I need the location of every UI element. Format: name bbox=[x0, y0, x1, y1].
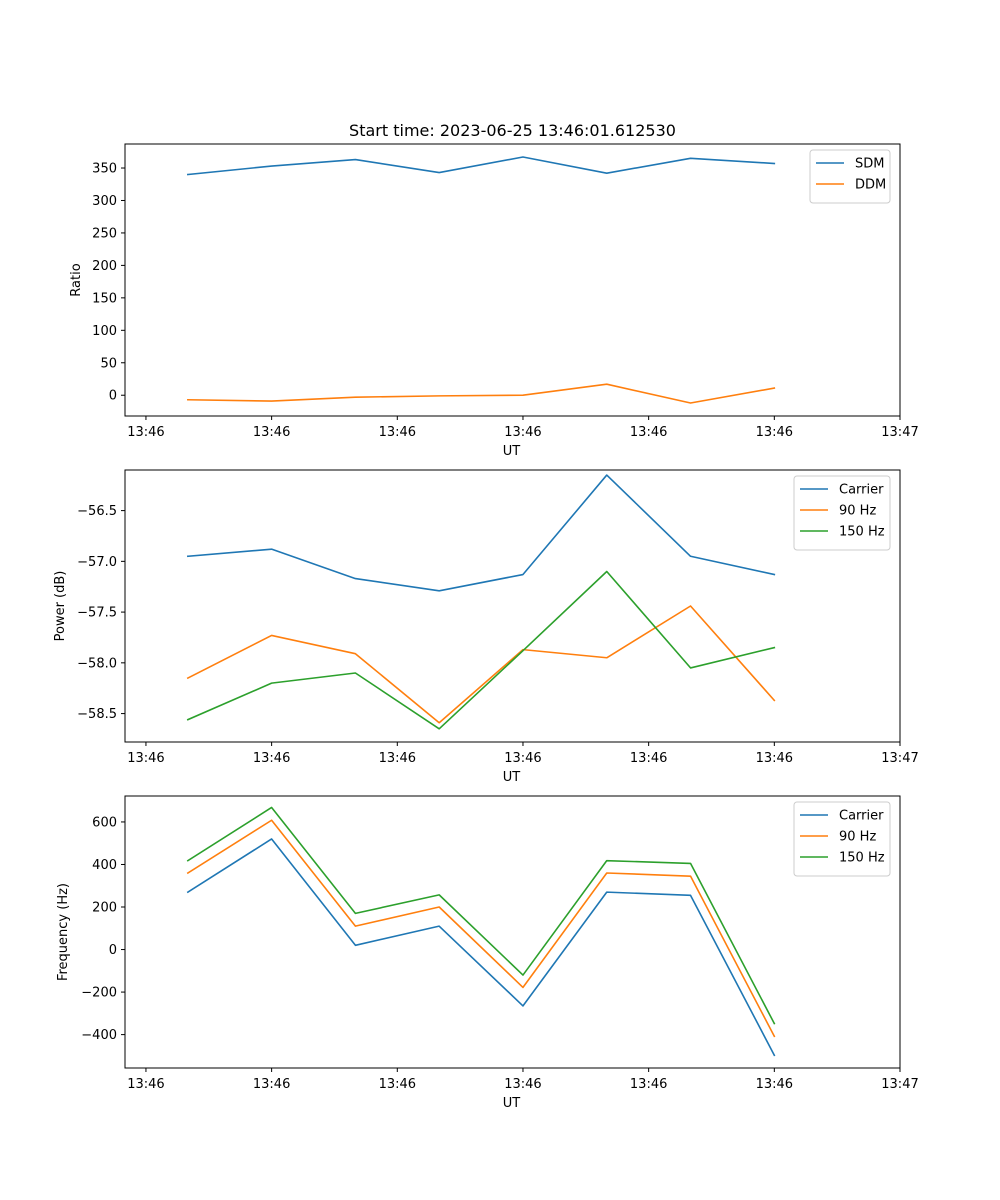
x-tick-label: 13:46 bbox=[756, 751, 793, 766]
x-tick-label: 13:46 bbox=[127, 1077, 164, 1092]
y-tick-label: 100 bbox=[92, 324, 117, 339]
subplot-3: 13:46 13:46 13:46 13:46 13:46 13:46 13:47 −400 −… bbox=[56, 795, 919, 1111]
legend: Carrier 90 Hz 150 Hz bbox=[793, 801, 891, 877]
series-line-carrier bbox=[186, 474, 776, 592]
y-tick-label: 150 bbox=[92, 291, 117, 306]
chart-title: Start time: 2023-06-25 13:46:01.612530 bbox=[349, 121, 676, 140]
subplot-1: 13:46 13:46 13:46 13:46 13:46 13:46 13:47 0 50 10… bbox=[69, 121, 919, 459]
y-tick-label: 50 bbox=[100, 356, 117, 371]
x-tick-label: 13:46 bbox=[253, 425, 290, 440]
x-tick-label: 13:46 bbox=[253, 1077, 290, 1092]
legend-label: 150 Hz bbox=[839, 851, 885, 866]
y-axis-label: Frequency (Hz) bbox=[56, 883, 71, 981]
y-tick-label: 400 bbox=[92, 858, 117, 873]
series-line-150-hz bbox=[186, 570, 776, 730]
series-line-sdm bbox=[186, 156, 776, 176]
x-tick-label: 13:47 bbox=[881, 425, 918, 440]
y-tick-label: −400 bbox=[81, 1028, 117, 1043]
x-tick-label: 13:46 bbox=[630, 1077, 667, 1092]
y-tick-label: −57.5 bbox=[77, 606, 117, 621]
x-tick-label: 13:47 bbox=[881, 751, 918, 766]
x-tick-label: 13:46 bbox=[756, 1077, 793, 1092]
y-tick-label: 0 bbox=[109, 943, 117, 958]
y-tick-label: −57.0 bbox=[77, 555, 117, 570]
y-axis-label: Ratio bbox=[69, 263, 84, 296]
y-axis-label: Power (dB) bbox=[53, 571, 68, 642]
legend-label: 150 Hz bbox=[839, 525, 885, 540]
legend-label: Carrier bbox=[839, 483, 884, 498]
x-tick-label: 13:46 bbox=[504, 751, 541, 766]
y-tick-label: 300 bbox=[92, 194, 117, 209]
series-line-90-hz bbox=[186, 819, 776, 1038]
y-tick-label: −58.0 bbox=[77, 656, 117, 671]
x-tick-label: 13:46 bbox=[379, 751, 416, 766]
axes-frame bbox=[124, 469, 901, 743]
y-tick-label: −200 bbox=[81, 986, 117, 1001]
y-tick-label: −58.5 bbox=[77, 707, 117, 722]
legend-label: 90 Hz bbox=[839, 830, 876, 845]
x-tick-label: 13:46 bbox=[504, 1077, 541, 1092]
legend-label: 90 Hz bbox=[839, 504, 876, 519]
y-tick-label: 200 bbox=[92, 259, 117, 274]
series-line-carrier bbox=[186, 838, 776, 1057]
x-tick-label: 13:46 bbox=[630, 425, 667, 440]
x-tick-label: 13:46 bbox=[379, 425, 416, 440]
y-tick-label: 250 bbox=[92, 226, 117, 241]
x-tick-label: 13:47 bbox=[881, 1077, 918, 1092]
series-line-ddm bbox=[187, 383, 776, 404]
axes-frame bbox=[124, 143, 901, 417]
y-tick-label: −56.5 bbox=[77, 504, 117, 519]
legend: SDM DDM bbox=[809, 149, 891, 204]
series-line-150-hz bbox=[186, 806, 776, 1025]
legend-label: Carrier bbox=[839, 809, 884, 824]
axes-frame bbox=[124, 795, 901, 1069]
legend: Carrier 90 Hz 150 Hz bbox=[793, 475, 891, 551]
x-tick-label: 13:46 bbox=[756, 425, 793, 440]
x-tick-label: 13:46 bbox=[127, 751, 164, 766]
y-tick-label: 600 bbox=[92, 815, 117, 830]
x-tick-label: 13:46 bbox=[127, 425, 164, 440]
subplot-2: 13:46 13:46 13:46 13:46 13:46 13:46 13:47 −58.5… bbox=[53, 469, 919, 785]
y-tick-label: 200 bbox=[92, 901, 117, 916]
y-tick-label: 350 bbox=[92, 162, 117, 177]
x-axis-label: UT bbox=[503, 1096, 521, 1111]
x-tick-label: 13:46 bbox=[630, 751, 667, 766]
y-tick-label: 0 bbox=[109, 389, 117, 404]
legend-label: SDM bbox=[855, 157, 884, 172]
legend-label: DDM bbox=[855, 178, 886, 193]
x-tick-label: 13:46 bbox=[504, 425, 541, 440]
x-axis-label: UT bbox=[503, 770, 521, 785]
x-tick-label: 13:46 bbox=[379, 1077, 416, 1092]
series-line-90-hz bbox=[186, 605, 776, 724]
x-tick-label: 13:46 bbox=[253, 751, 290, 766]
x-axis-label: UT bbox=[503, 444, 521, 459]
